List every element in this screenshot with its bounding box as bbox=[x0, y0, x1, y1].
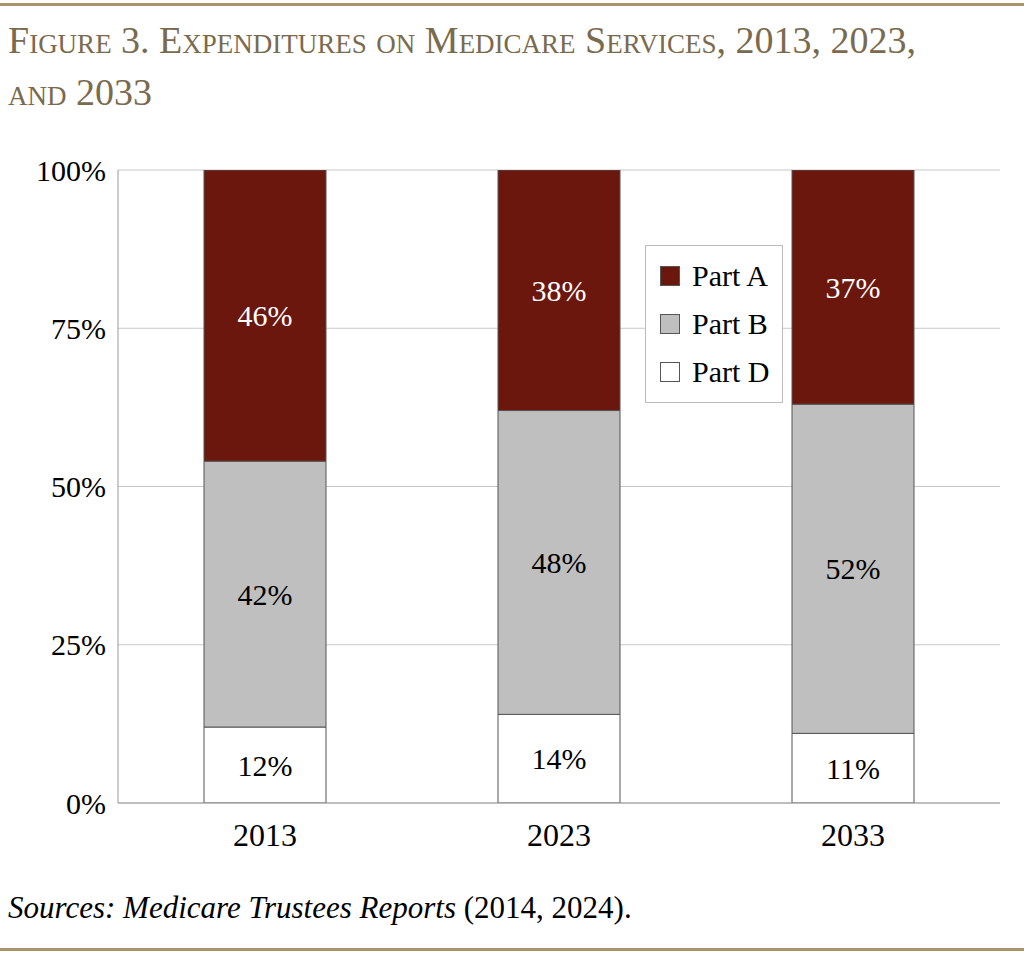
svg-text:37%: 37% bbox=[826, 271, 881, 304]
svg-text:12%: 12% bbox=[238, 749, 293, 782]
html-text:Part A: Part A bbox=[692, 259, 768, 292]
svg-text:100%: 100% bbox=[36, 154, 106, 187]
html-text:Part D: Part D bbox=[692, 355, 770, 388]
svg-text:11%: 11% bbox=[826, 752, 880, 785]
svg-text:2033: 2033 bbox=[821, 817, 885, 853]
svg-text:0%: 0% bbox=[66, 787, 106, 820]
svg-text:14%: 14% bbox=[532, 742, 587, 775]
html-text:Part B: Part B bbox=[692, 307, 768, 340]
svg-text:38%: 38% bbox=[532, 274, 587, 307]
svg-text:2023: 2023 bbox=[527, 817, 591, 853]
svg-text:46%: 46% bbox=[238, 299, 293, 332]
svg-text:2013: 2013 bbox=[233, 817, 297, 853]
svg-text:50%: 50% bbox=[51, 470, 106, 503]
svg-text:48%: 48% bbox=[532, 546, 587, 579]
svg-text:52%: 52% bbox=[826, 552, 881, 585]
html-text:Figure 3. Expenditures on Medi: Figure 3. Expenditures on Medicare Servi… bbox=[8, 19, 917, 113]
svg-text:25%: 25% bbox=[51, 628, 106, 661]
svg-text:75%: 75% bbox=[51, 312, 106, 345]
html-text:Sources: Medicare Trustees Rep: Sources: Medicare Trustees Reports (2014… bbox=[8, 890, 632, 925]
svg-text:42%: 42% bbox=[238, 578, 293, 611]
